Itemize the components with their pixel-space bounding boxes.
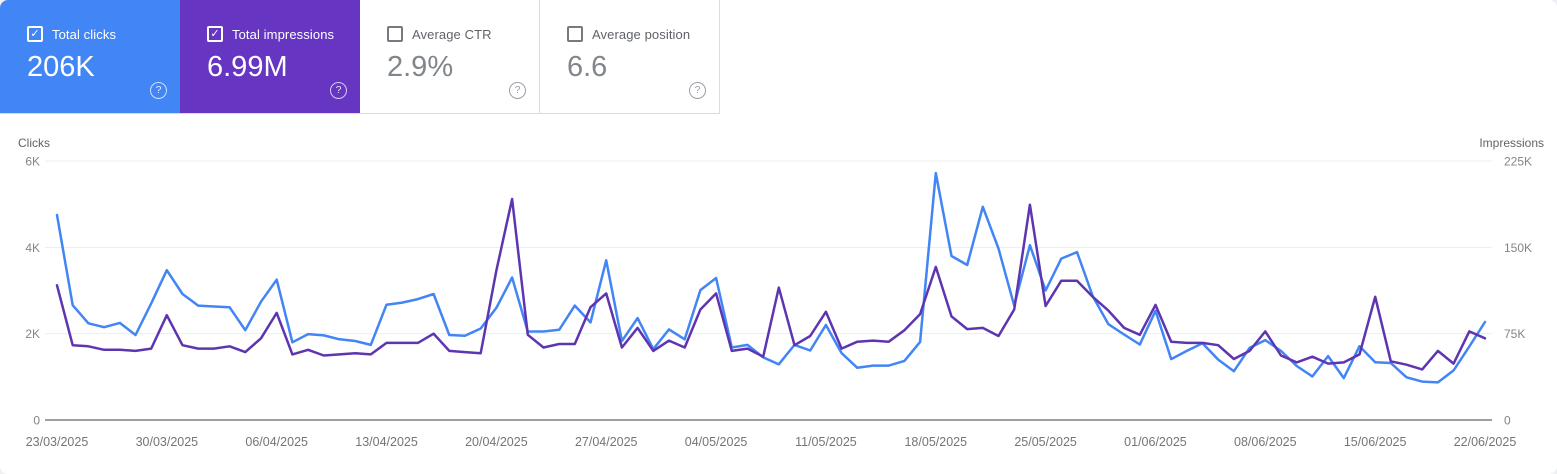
x-axis-tick-label: 23/03/2025 <box>26 435 89 449</box>
metric-card-average-ctr[interactable]: Average CTR 2.9% ? <box>360 0 540 113</box>
metric-card-total-clicks[interactable]: ✓ Total clicks 206K ? <box>0 0 180 113</box>
x-axis-tick-label: 30/03/2025 <box>136 435 199 449</box>
help-icon[interactable]: ? <box>150 82 167 99</box>
x-axis-tick-label: 04/05/2025 <box>685 435 748 449</box>
x-axis-tick-label: 06/04/2025 <box>245 435 308 449</box>
average-position-value: 6.6 <box>567 51 608 83</box>
right-axis-tick-label: 0 <box>1504 414 1511 428</box>
x-axis-tick-label: 11/05/2025 <box>795 435 857 449</box>
x-axis-tick-label: 27/04/2025 <box>575 435 638 449</box>
help-icon[interactable]: ? <box>330 82 347 99</box>
x-axis-tick-label: 01/06/2025 <box>1124 435 1187 449</box>
x-axis-tick-label: 13/04/2025 <box>355 435 418 449</box>
impressions-line[interactable] <box>55 197 1487 371</box>
checked-checkbox-icon[interactable]: ✓ <box>27 26 43 42</box>
average-ctr-value: 2.9% <box>387 51 454 83</box>
left-axis-tick-label: 2K <box>25 327 40 341</box>
left-axis-tick-label: 0 <box>33 414 40 428</box>
x-axis-tick-label: 15/06/2025 <box>1344 435 1407 449</box>
metric-card-total-impressions[interactable]: ✓ Total impressions 6.99M ? <box>180 0 360 113</box>
average-position-label: Average position <box>592 26 691 42</box>
x-axis-tick-label: 08/06/2025 <box>1234 435 1297 449</box>
left-axis-tick-label: 4K <box>25 241 40 255</box>
metric-card-average-position[interactable]: Average position 6.6 ? <box>540 0 720 113</box>
x-axis-tick-label: 18/05/2025 <box>904 435 967 449</box>
right-axis-title: Impressions <box>1479 136 1544 150</box>
total-clicks-checkbox-row: ✓ Total clicks <box>27 26 180 42</box>
help-icon[interactable]: ? <box>509 82 526 99</box>
x-axis-tick-label: 22/06/2025 <box>1454 435 1517 449</box>
total-impressions-checkbox-row: ✓ Total impressions <box>207 26 360 42</box>
total-clicks-value: 206K <box>27 51 95 83</box>
clicks-line[interactable] <box>55 171 1487 384</box>
total-clicks-label: Total clicks <box>52 26 117 42</box>
average-ctr-checkbox-row: Average CTR <box>387 26 539 42</box>
performance-chart[interactable]: Clicks Impressions 6K 4K 2K 0 225K 150K 75K 0 23/0… <box>0 130 1557 474</box>
total-impressions-value: 6.99M <box>207 51 288 83</box>
total-impressions-label: Total impressions <box>232 26 335 42</box>
x-axis-tick-label: 20/04/2025 <box>465 435 528 449</box>
help-icon[interactable]: ? <box>689 82 706 99</box>
average-ctr-label: Average CTR <box>412 26 492 42</box>
right-axis-tick-label: 75K <box>1504 327 1525 341</box>
performance-chart-svg[interactable]: Clicks Impressions 6K 4K 2K 0 225K 150K 75K 0 23/0… <box>0 130 1557 474</box>
unchecked-checkbox-icon[interactable] <box>567 26 583 42</box>
left-axis-title: Clicks <box>18 136 50 150</box>
average-position-checkbox-row: Average position <box>567 26 719 42</box>
right-axis-tick-label: 225K <box>1504 155 1532 169</box>
left-axis-tick-label: 6K <box>25 155 40 169</box>
metric-cards: ✓ Total clicks 206K ? ✓ Total impression… <box>0 0 720 114</box>
checked-checkbox-icon[interactable]: ✓ <box>207 26 223 42</box>
right-axis-tick-label: 150K <box>1504 241 1532 255</box>
x-axis-tick-label: 25/05/2025 <box>1014 435 1077 449</box>
unchecked-checkbox-icon[interactable] <box>387 26 403 42</box>
